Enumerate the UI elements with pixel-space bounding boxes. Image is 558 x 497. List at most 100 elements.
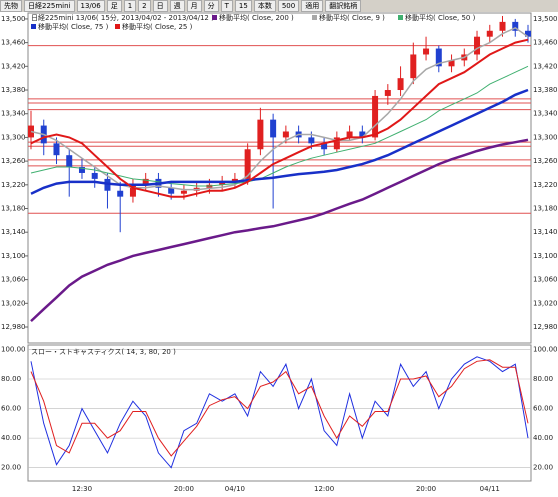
chart-title: スロー・ストキャスティクス( 14, 3, 80, 20 ) [31,348,176,356]
toolbar-item[interactable]: 1 [123,0,137,12]
y-tick-label: 13,060 [533,276,558,284]
y-tick-label: 13,100 [1,252,26,260]
y-tick-label: 13,420 [1,62,26,70]
legend-label: 移動平均( Close, 9 ) [319,13,385,22]
y-tick-label: 13,180 [1,205,26,213]
y-tick-label: 13,140 [1,228,26,236]
y-tick-label: 20.00 [1,464,21,472]
series-line [30,38,529,198]
series-line [30,356,529,469]
candle-body [525,30,531,37]
chart-title: 日経225mini 13/06( 15分, 2013/04/02 - 2013/… [31,13,214,22]
candle-body [53,143,60,156]
toolbar-item[interactable]: 日経225mini [24,0,75,12]
y-tick-label: 13,260 [1,157,26,165]
toolbar-item[interactable]: 分 [203,0,219,12]
toolbar-item[interactable]: 15 [234,0,252,12]
toolbar-item[interactable]: 日 [152,0,168,12]
candle-body [180,190,187,194]
candle-body [257,119,264,150]
candle-body [410,54,417,79]
y-tick-label: 12,980 [1,323,26,331]
price-panel [27,12,532,344]
toolbar-item[interactable]: 月 [186,0,202,12]
chart: 13,500 13,500 13,460 13,460 13,420 13,420 13,3… [1,12,558,493]
candle-body [512,21,519,31]
candle-body [28,125,34,138]
x-tick-label: 04/10 [225,485,245,493]
toolbar-item[interactable]: 適用 [301,0,324,12]
y-tick-label: 100.00 [1,345,26,353]
candle-body [346,131,353,138]
candle-body [219,181,226,185]
candle-body [308,137,315,144]
candle-body [359,131,366,138]
series-line [30,88,529,195]
candle-body [129,184,136,197]
candle-body [397,78,404,91]
legend-swatch [398,15,403,20]
y-tick-label: 80.00 [533,375,553,383]
x-tick-label: 04/11 [480,485,500,493]
y-tick-label: 13,260 [533,157,558,165]
series-line [30,138,529,323]
toolbar-item[interactable]: 週 [169,0,185,12]
series-line [30,65,529,187]
y-tick-label: 13,100 [533,252,558,260]
y-tick-label: 13,020 [1,299,26,307]
toolbar-item[interactable]: 翻訳銘柄 [325,0,362,12]
candle-body [384,90,391,96]
y-tick-label: 20.00 [533,464,553,472]
y-tick-label: 12,980 [533,323,558,331]
candle-body [333,137,340,150]
legend-label: 移動平均( Close, 75 ) [38,22,109,31]
legend-label: 移動平均( Close, 50 ) [405,13,476,22]
x-tick-label: 12:30 [72,485,92,493]
y-tick-label: 60.00 [1,405,21,413]
toolbar-item[interactable]: 13/06 [76,0,105,12]
toolbar-item[interactable]: 本数 [253,0,276,12]
candle-body [117,190,124,197]
x-tick-label: 20:00 [416,485,436,493]
y-tick-label: 13,340 [1,110,26,118]
candle-body [499,21,506,31]
legend-swatch [115,24,120,29]
y-tick-label: 13,300 [533,133,558,141]
y-tick-label: 13,020 [533,299,558,307]
stochastic-panel [27,344,532,482]
y-tick-label: 13,500 [1,15,26,23]
candle-body [282,131,289,138]
y-tick-label: 13,340 [533,110,558,118]
legend-label: 移動平均( Close, 200 ) [219,13,294,22]
y-tick-label: 13,500 [533,15,558,23]
toolbar-item[interactable]: 2 [138,0,151,12]
y-tick-label: 13,420 [533,62,558,70]
y-tick-label: 13,380 [1,86,26,94]
series-line [30,359,529,457]
candle-body [423,48,430,55]
y-tick-label: 40.00 [533,434,553,442]
toolbar-item[interactable]: T [220,0,233,12]
candle-body [372,95,379,138]
y-tick-label: 13,460 [1,39,26,47]
y-tick-label: 13,300 [1,133,26,141]
y-tick-label: 100.00 [533,345,558,353]
candle-body [270,119,277,138]
y-tick-label: 13,180 [533,205,558,213]
candle-body [66,155,73,168]
y-tick-label: 80.00 [1,375,21,383]
candle-body [78,167,85,173]
toolbar-item[interactable]: 500 [277,0,300,12]
candle-body [435,48,442,67]
y-tick-label: 13,140 [533,228,558,236]
legend-swatch [312,15,317,20]
y-tick-label: 13,460 [533,39,558,47]
toolbar: 先物 日経225mini 13/06 足 1 2 日週月分 T 15 本数 500 適用 翻訳銘柄 [0,0,558,12]
x-tick-label: 20:00 [174,485,194,493]
toolbar-item[interactable]: 先物 [0,0,22,12]
series-line [30,26,529,191]
legend-swatch [31,24,36,29]
toolbar-item[interactable]: 足 [106,0,122,12]
candle-body [244,149,251,179]
